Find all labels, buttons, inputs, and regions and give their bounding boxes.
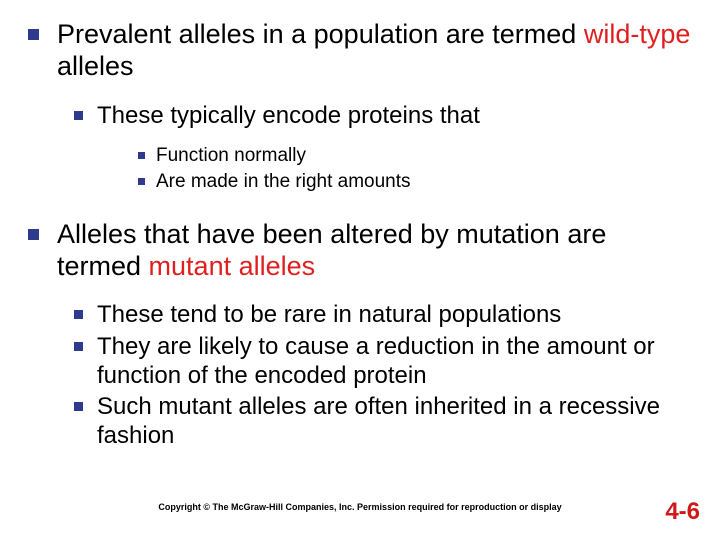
bullet-level1-wildtype: Prevalent alleles in a population are te… (28, 18, 692, 83)
square-bullet-icon (74, 111, 83, 120)
slide-number: 4-6 (665, 498, 700, 526)
bullet-level2: They are likely to cause a reduction in … (74, 332, 692, 391)
bullet-level2: These tend to be rare in natural populat… (74, 300, 692, 329)
bullet-level2: Such mutant alleles are often inherited … (74, 392, 692, 451)
square-bullet-icon (74, 402, 83, 411)
level2-text: These typically encode proteins that (97, 101, 480, 130)
level2-text: Such mutant alleles are often inherited … (97, 392, 692, 451)
square-bullet-icon (74, 342, 83, 351)
copyright-footer: Copyright © The McGraw-Hill Companies, I… (0, 502, 720, 512)
bullet-level3: Function normally (138, 144, 692, 168)
bullet-level1-mutant: Alleles that have been altered by mutati… (28, 218, 692, 283)
square-bullet-icon (28, 29, 39, 40)
text-fragment: Prevalent alleles in a population are te… (57, 19, 584, 49)
square-bullet-icon (74, 310, 83, 319)
slide-body: Prevalent alleles in a population are te… (0, 0, 720, 451)
text-fragment: alleles (57, 51, 134, 81)
level2-text: They are likely to cause a reduction in … (97, 332, 692, 391)
bullet-level2-encode: These typically encode proteins that (74, 101, 692, 130)
text-fragment: Alleles that have been altered by mutati… (57, 219, 606, 281)
emphasis-mutant: mutant alleles (149, 251, 316, 281)
spacer (28, 196, 692, 218)
level1-text: Prevalent alleles in a population are te… (57, 18, 692, 83)
level1-text: Alleles that have been altered by mutati… (57, 218, 692, 283)
square-bullet-icon (28, 229, 39, 240)
square-bullet-icon (138, 152, 145, 159)
bullet-level3: Are made in the right amounts (138, 170, 692, 194)
level2-text: These tend to be rare in natural populat… (97, 300, 561, 329)
square-bullet-icon (138, 178, 145, 185)
emphasis-wildtype: wild-type (584, 19, 691, 49)
level2-list-mutant: These tend to be rare in natural populat… (74, 300, 692, 450)
level3-text: Are made in the right amounts (156, 170, 411, 194)
level3-text: Function normally (156, 144, 306, 168)
